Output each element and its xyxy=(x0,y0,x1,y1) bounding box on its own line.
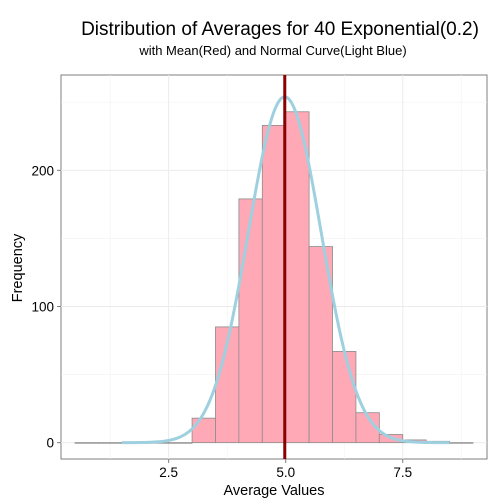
histogram-bar xyxy=(238,198,263,444)
x-axis-title: Average Values xyxy=(223,483,324,499)
histogram-bar xyxy=(168,442,193,444)
x-tick-label: 2.5 xyxy=(159,465,178,480)
chart-title: Distribution of Averages for 40 Exponent… xyxy=(81,19,479,40)
histogram-bars xyxy=(74,111,474,444)
x-tick-label: 5.0 xyxy=(276,465,295,480)
y-tick-label: 200 xyxy=(31,163,54,178)
histogram-bar xyxy=(308,246,333,444)
histogram-bar xyxy=(261,124,287,444)
y-axis-ticks: 0 100 200 xyxy=(31,163,61,451)
y-tick-label: 100 xyxy=(31,299,54,314)
histogram-bar xyxy=(98,442,123,444)
x-tick-label: 7.5 xyxy=(393,465,412,480)
chart-subtitle: with Mean(Red) and Normal Curve(Light Bl… xyxy=(138,43,406,58)
histogram-bar xyxy=(74,442,99,444)
histogram-bar xyxy=(449,442,474,444)
histogram-bar xyxy=(191,417,216,444)
histogram-bar xyxy=(332,351,357,444)
y-axis-title: Frequency xyxy=(10,233,26,302)
x-axis-ticks: 2.5 5.0 7.5 xyxy=(159,459,412,480)
y-tick-label: 0 xyxy=(46,436,54,451)
histogram-bar xyxy=(355,412,380,444)
histogram-bar xyxy=(285,111,310,444)
